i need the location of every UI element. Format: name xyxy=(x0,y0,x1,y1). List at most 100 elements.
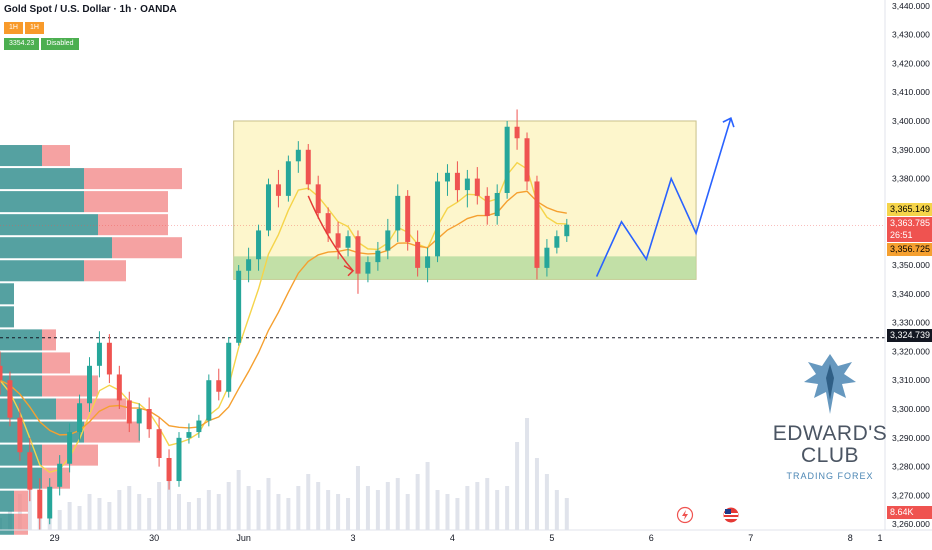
price-tick-label: 3,350.000 xyxy=(892,260,930,270)
volume-bar xyxy=(107,502,112,530)
candle-body xyxy=(345,236,351,248)
volume-bar xyxy=(97,498,102,530)
time-tick-label: 1 xyxy=(878,533,883,543)
volume-bar xyxy=(206,490,211,530)
candle-body xyxy=(106,342,112,375)
candle-body xyxy=(246,259,252,271)
dragon-icon xyxy=(804,354,856,414)
volume-bar xyxy=(17,494,22,530)
candle-body xyxy=(454,172,460,191)
candle-body xyxy=(67,432,73,464)
indicator-tf-a[interactable]: 1H xyxy=(4,22,23,34)
ma-fast-line xyxy=(0,161,567,474)
candle-body xyxy=(425,256,431,268)
volume-bar xyxy=(445,494,450,530)
candle-body xyxy=(285,161,291,196)
volume-bar xyxy=(485,478,490,530)
volume-bar xyxy=(375,490,380,530)
dividend-icon[interactable] xyxy=(676,506,694,524)
time-tick-label: 3 xyxy=(350,533,355,543)
candle-body xyxy=(236,270,242,343)
price-tick-label: 3,380.000 xyxy=(892,174,930,184)
volume-profile-up xyxy=(0,214,98,236)
price-tag-dotted-level: 3,324.739 xyxy=(887,329,932,342)
volume-profile-down xyxy=(84,421,140,443)
volume-bar xyxy=(495,490,500,530)
candle-body xyxy=(385,230,391,251)
indicator-tf-b[interactable]: 1H xyxy=(24,22,44,34)
price-tick-label: 3,260.000 xyxy=(892,519,930,529)
price-tick-label: 3,430.000 xyxy=(892,30,930,40)
candle-body xyxy=(206,380,212,421)
volume-profile-up xyxy=(0,375,42,397)
candle-body xyxy=(17,417,23,453)
price-tick-label: 3,300.000 xyxy=(892,404,930,414)
volume-profile-down xyxy=(42,352,70,374)
volume-profile-up xyxy=(0,329,42,351)
price-tick-label: 3,290.000 xyxy=(892,433,930,443)
volume-bar xyxy=(147,498,152,530)
volume-bar xyxy=(216,494,221,530)
volume-profile-up xyxy=(0,306,14,328)
volume-profile-up xyxy=(0,398,56,420)
logo-subtitle: TRADING FOREX xyxy=(786,471,874,481)
volume-tag: 8.64K xyxy=(887,506,932,519)
volume-bar xyxy=(395,478,400,530)
volume-profile-up xyxy=(0,490,14,512)
volume-profile-down xyxy=(112,237,182,259)
price-tag-ma-fast: 3,365.149 xyxy=(887,203,932,216)
price-axis-group: 3,260.000 3,270.000 3,280.000 3,290.000 3,30… xyxy=(884,0,930,530)
volume-profile-up xyxy=(0,237,112,259)
volume-profile-down xyxy=(42,145,70,167)
candle-body xyxy=(405,195,411,242)
us-flag-icon[interactable] xyxy=(722,506,740,524)
candle-body xyxy=(186,432,192,438)
volume-bar xyxy=(226,482,231,530)
candle-body xyxy=(96,342,102,366)
time-tick-label: Jun xyxy=(236,533,251,543)
candle-body xyxy=(564,224,570,237)
volume-bar xyxy=(176,494,181,530)
price-tag-current: 3,363.785 xyxy=(887,217,932,230)
candle-body xyxy=(86,365,92,404)
volume-profile-up xyxy=(0,260,84,282)
volume-profile-up xyxy=(0,168,84,190)
price-tick-label: 3,280.000 xyxy=(892,462,930,472)
candle-body xyxy=(126,400,132,424)
volume-bar xyxy=(525,418,530,530)
volume-profile-down xyxy=(98,214,168,236)
volume-bar xyxy=(157,482,162,530)
projection-path xyxy=(595,117,732,277)
volume-profile-up xyxy=(0,352,42,374)
time-axis-group: 29 30 Jun 3 4 5 6 7 8 1 xyxy=(0,529,932,543)
candle-body xyxy=(544,247,550,268)
volume-bar xyxy=(67,502,72,530)
candle-body xyxy=(226,342,232,392)
volume-bar xyxy=(137,494,142,530)
volume-bar xyxy=(544,474,549,530)
candle-body xyxy=(435,181,441,257)
volume-bar xyxy=(27,482,32,530)
candle-body xyxy=(484,195,490,217)
annotations-group xyxy=(307,116,735,277)
volume-bar xyxy=(256,490,261,530)
volume-bar xyxy=(475,482,480,530)
candle-body xyxy=(0,365,3,381)
candle-body xyxy=(57,463,63,487)
volume-bar xyxy=(425,462,430,530)
volume-bar xyxy=(465,486,470,530)
candle-body xyxy=(474,178,480,196)
volume-profile-down xyxy=(42,375,98,397)
volume-bar xyxy=(186,502,191,530)
volume-bar xyxy=(455,498,460,530)
candle-body xyxy=(47,486,53,519)
volume-bar xyxy=(355,466,360,530)
volume-bar xyxy=(127,486,132,530)
volume-profile-down xyxy=(84,168,182,190)
candle-body xyxy=(444,172,450,182)
volume-bar xyxy=(365,486,370,530)
edwards-club-logo: EDWARD'S CLUB TRADING FOREX xyxy=(770,352,890,481)
candles-group xyxy=(0,109,570,530)
annotation-arrow xyxy=(307,195,354,272)
